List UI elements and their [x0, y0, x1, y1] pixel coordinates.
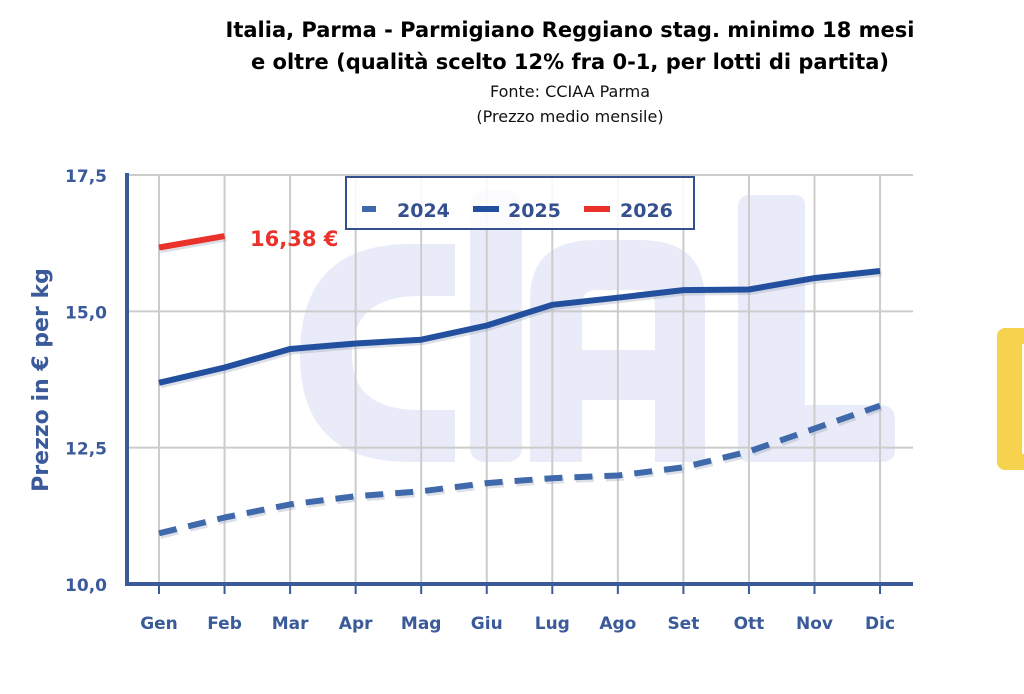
side-tab-button[interactable]: [997, 328, 1024, 470]
legend-swatch-2026: [584, 206, 610, 212]
x-tick-label: Mag: [401, 614, 442, 634]
x-tick-label: Dic: [865, 614, 895, 634]
x-tick-label: Nov: [796, 614, 833, 634]
legend-swatch-2024: [362, 206, 376, 212]
legend-label-2026: 2026: [620, 200, 673, 222]
annotation-last-value: 16,38 €: [250, 227, 338, 251]
series-layer: [158, 233, 883, 539]
chart-source: Fonte: CCIAA Parma: [489, 82, 651, 101]
chart-title-line-2: e oltre (qualità scelto 12% fra 0-1, per…: [250, 50, 890, 74]
series-line-2024: [158, 402, 881, 537]
axes: Gen Feb Mar Apr Mag Giu Lug Ago Set Ott Nov Dic 10,0…: [65, 167, 913, 634]
legend-swatch-2025: [473, 206, 499, 212]
x-tick-label: Feb: [207, 614, 242, 634]
y-tick-label: 10,0: [65, 576, 107, 596]
clal-watermark-logo: [300, 190, 895, 462]
y-tick-label: 17,5: [65, 167, 107, 187]
y-axis-title: Prezzo in € per kg: [29, 268, 54, 492]
x-tick-label: Giu: [471, 614, 503, 634]
watermark-letter-l2: [738, 195, 895, 462]
annotations: 16,38 €: [250, 227, 338, 251]
legend-label-2025: 2025: [508, 200, 561, 222]
x-tick-label: Gen: [140, 614, 178, 634]
legend-label-2024: 2024: [397, 200, 450, 222]
watermark-letter-l: [470, 190, 522, 462]
legend-box: [345, 176, 695, 230]
watermark-letter-c: [300, 244, 455, 462]
x-tick-label: Ago: [599, 614, 636, 634]
chart-title-line-1: Italia, Parma - Parmigiano Reggiano stag…: [225, 18, 915, 42]
y-tick-label: 15,0: [65, 303, 107, 323]
side-tab-text: [1022, 344, 1024, 454]
series-line-2025: [158, 268, 881, 386]
x-tick-label: Ott: [734, 614, 765, 634]
x-tick-label: Mar: [272, 614, 309, 634]
x-tick-label: Apr: [339, 614, 373, 634]
chart-note: (Prezzo medio mensile): [476, 107, 664, 126]
series-line-2026: [158, 233, 226, 251]
x-tick-label: Set: [667, 614, 699, 634]
legend: 2024 2025 2026: [345, 176, 695, 230]
y-tick-label: 12,5: [65, 440, 107, 460]
x-tick-label: Lug: [535, 614, 570, 634]
